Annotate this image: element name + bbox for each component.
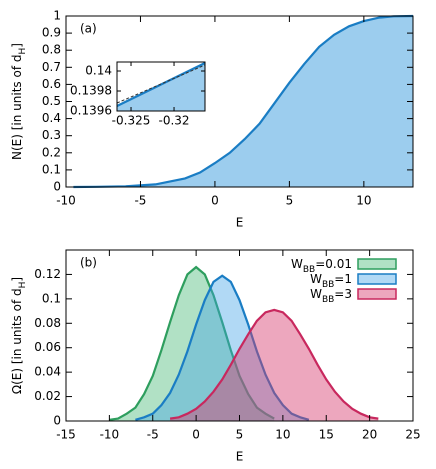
y-tick-label: 0.08 xyxy=(34,316,61,330)
x-tick-label: -10 xyxy=(56,194,76,208)
y-tick-label: 0.3 xyxy=(42,128,61,142)
x-tick-label: 0 xyxy=(192,428,200,442)
y-axis-label-part: ] xyxy=(10,277,24,282)
y-tick-label: 0.2 xyxy=(42,145,61,159)
y-tick-label: 0.1398 xyxy=(70,84,112,98)
y-tick-label: 0 xyxy=(53,180,61,194)
area-fill xyxy=(170,309,379,421)
legend-label-part: W xyxy=(291,257,303,271)
y-tick-label: 0.7 xyxy=(42,60,61,74)
legend-label-part: BB xyxy=(322,280,334,290)
x-tick-label: 0 xyxy=(211,194,219,208)
panel-label: (b) xyxy=(80,256,97,270)
x-tick-label: -5 xyxy=(147,428,159,442)
legend-label: WBB=1 xyxy=(310,272,352,290)
curve xyxy=(73,14,414,189)
y-tick-label: 0.14 xyxy=(85,64,112,78)
x-tick-label: 10 xyxy=(356,194,371,208)
y-tick-label: 0.12 xyxy=(34,267,61,281)
area-fill xyxy=(135,275,309,421)
y-tick-label: 0.04 xyxy=(34,365,61,379)
frame xyxy=(116,61,206,112)
x-tick-label: -0.32 xyxy=(159,114,190,128)
y-tick-label: 0.02 xyxy=(34,389,61,403)
curve xyxy=(169,308,379,420)
x-axis-label: E xyxy=(236,450,244,464)
x-tick-label: 25 xyxy=(405,428,420,442)
legend-label-part: BB xyxy=(303,265,315,275)
x-tick-label: -15 xyxy=(56,428,76,442)
legend-label-part: W xyxy=(310,272,322,286)
legend-swatch xyxy=(357,288,397,300)
y-tick-label: 1 xyxy=(53,9,61,23)
legend-swatch xyxy=(357,273,397,285)
legend-label-part: =3 xyxy=(334,287,352,301)
x-tick-label: 10 xyxy=(275,428,290,442)
x-tick-label: 5 xyxy=(286,194,294,208)
legend-label-part: =0.01 xyxy=(315,257,352,271)
legend-label-part: =1 xyxy=(334,272,352,286)
y-axis-label-part: H xyxy=(18,48,28,55)
y-tick-label: 0.1 xyxy=(42,291,61,305)
y-tick-label: 0.9 xyxy=(42,26,61,40)
y-tick-label: 0.06 xyxy=(34,340,61,354)
y-tick-label: 0.4 xyxy=(42,111,61,125)
y-tick-label: 0.1396 xyxy=(70,104,112,118)
x-tick-label: 5 xyxy=(236,428,244,442)
y-tick-label: 0.6 xyxy=(42,77,61,91)
y-axis-label-part: ] xyxy=(10,43,24,48)
x-axis-label: E xyxy=(236,216,244,230)
x-tick-label: 20 xyxy=(362,428,377,442)
panel-label: (a) xyxy=(80,22,97,36)
legend-swatch xyxy=(357,258,397,270)
y-tick-label: 0.8 xyxy=(42,43,61,57)
y-tick-label: 0.5 xyxy=(42,94,61,108)
x-tick-label: -10 xyxy=(100,428,120,442)
y-axis-label-part: N(E) [in units of d xyxy=(10,54,24,160)
legend-label-part: BB xyxy=(322,295,334,305)
y-axis-label-part: Ω(E) [in units of d xyxy=(10,288,24,394)
legend-label: WBB=3 xyxy=(310,287,352,305)
curve xyxy=(135,274,310,421)
y-axis-label: N(E) [in units of dH] xyxy=(10,43,28,160)
y-tick-label: 0 xyxy=(53,414,61,428)
y-axis-label-part: H xyxy=(18,282,28,289)
x-tick-label: 15 xyxy=(319,428,334,442)
curve xyxy=(109,265,275,421)
x-tick-label: -0.325 xyxy=(112,114,151,128)
curve xyxy=(116,64,206,104)
area-fill xyxy=(73,16,414,187)
y-axis-label: Ω(E) [in units of dH] xyxy=(10,277,28,394)
x-tick-label: -5 xyxy=(134,194,146,208)
y-tick-label: 0.1 xyxy=(42,162,61,176)
legend-label: WBB=0.01 xyxy=(291,257,352,275)
plot-area xyxy=(66,250,413,421)
legend-label-part: W xyxy=(310,287,322,301)
